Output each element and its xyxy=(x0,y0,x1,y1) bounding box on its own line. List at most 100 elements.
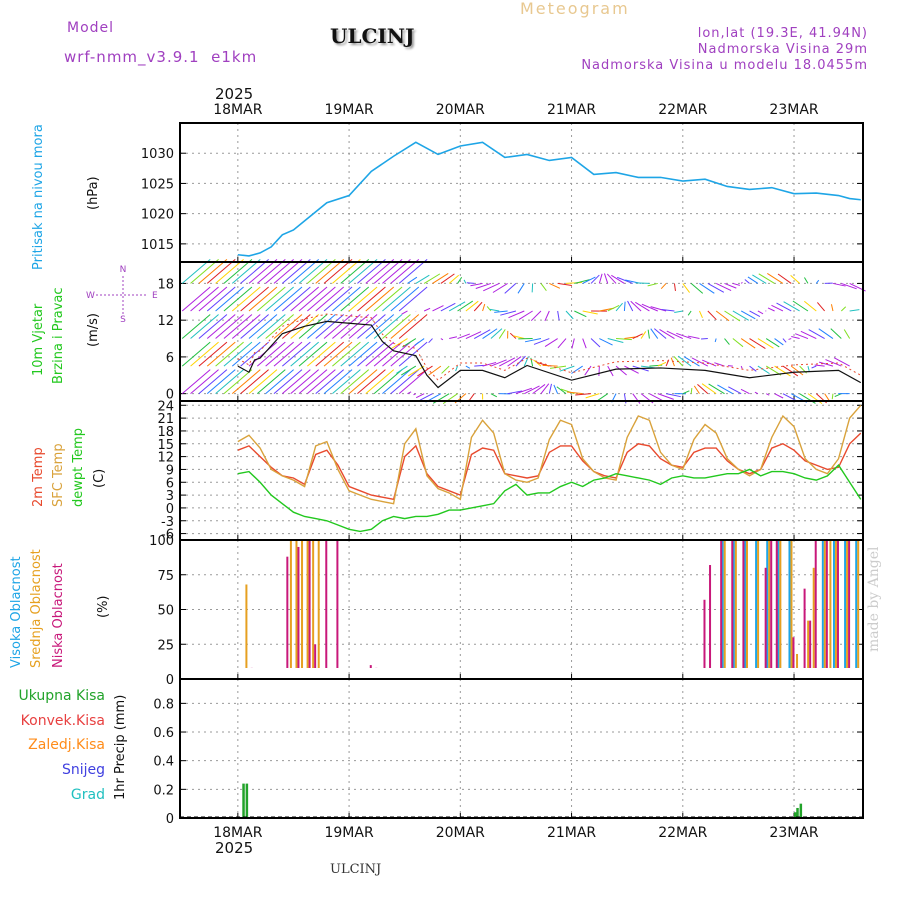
cloud-bar xyxy=(814,540,817,668)
wind-arrow xyxy=(849,309,860,312)
cloud-bar xyxy=(792,637,795,668)
cloud-bar xyxy=(803,588,806,668)
wind-arrow xyxy=(825,359,842,367)
wind-arrow xyxy=(556,386,567,395)
wind-arrow xyxy=(811,365,817,369)
wind-arrow xyxy=(382,286,411,312)
wind-arrow xyxy=(398,369,428,395)
wind-arrow xyxy=(653,328,667,339)
cloud-bar xyxy=(812,567,815,668)
y-tick-label: 6 xyxy=(166,351,174,366)
wind-arrow xyxy=(647,329,650,339)
cloud-bar xyxy=(286,556,289,668)
cloud-bar xyxy=(844,540,847,668)
wind-arrow xyxy=(807,365,810,371)
cloud-bar xyxy=(796,653,799,668)
wind-arrow xyxy=(231,314,261,339)
y-tick-label: 1025 xyxy=(141,177,174,192)
cloud-bar xyxy=(742,540,745,668)
temperature-frame xyxy=(179,400,864,541)
wind-arrow xyxy=(323,286,353,312)
wind-arrow xyxy=(398,341,428,367)
wind-arrow xyxy=(373,369,403,395)
wind-arrow xyxy=(348,259,378,284)
y-tick-label: 18 xyxy=(157,277,174,292)
wind-arrow xyxy=(365,369,395,395)
wind-arrow xyxy=(282,314,311,339)
top-date-label: 21MAR xyxy=(547,102,596,118)
wind-arrow xyxy=(598,273,603,284)
cloud-bar xyxy=(325,540,328,668)
cloud-bar xyxy=(779,540,782,668)
y-tick-label: 1015 xyxy=(141,238,174,253)
wind-arrow xyxy=(457,276,463,284)
wind-arrow xyxy=(332,341,361,367)
wind-arrow xyxy=(494,310,508,313)
wind-arrow xyxy=(455,365,459,372)
cloud-bar xyxy=(314,644,317,668)
wind-arrow xyxy=(323,314,353,339)
wind-arrow xyxy=(282,341,311,367)
wind-arrow xyxy=(475,282,492,289)
wind-arrow xyxy=(724,310,741,322)
temp-series-line xyxy=(237,432,862,501)
wind-arrow xyxy=(457,333,471,340)
wind-arrow xyxy=(198,314,228,339)
wind-arrow xyxy=(783,301,800,312)
wind-speed-line xyxy=(237,320,862,389)
cloud-bar xyxy=(823,540,826,668)
wind-arrow xyxy=(206,341,236,367)
wind-arrow xyxy=(248,369,278,395)
wind-arrow xyxy=(640,331,647,339)
wind-axis-title-1: 10m Vjetar xyxy=(31,303,46,376)
wind-arrow xyxy=(282,259,311,284)
compass-s: S xyxy=(120,315,126,325)
wind-arrow xyxy=(474,364,484,367)
wind-arrow xyxy=(749,338,766,349)
wind-arrow xyxy=(507,390,523,395)
wind-arrow xyxy=(582,310,598,315)
wind-arrow xyxy=(500,310,517,316)
wind-arrow xyxy=(223,341,253,367)
cloud-legend-label: Srednja Oblacnost xyxy=(29,549,44,668)
temp-legend-label: 2m Temp xyxy=(31,447,46,507)
wind-arrow xyxy=(357,286,386,312)
wind-arrow xyxy=(566,391,583,395)
wind-arrow xyxy=(298,286,328,312)
wind-arrow xyxy=(282,369,311,395)
bottom-date-label: 23MAR xyxy=(769,825,818,841)
wind-arrow xyxy=(440,273,455,284)
cloud-bar xyxy=(369,665,372,668)
wind-arrow xyxy=(524,385,540,395)
wind-arrow xyxy=(248,259,278,284)
cloud-bar xyxy=(825,540,828,668)
wind-arrow xyxy=(771,304,784,312)
wind-arrow xyxy=(585,393,600,399)
wind-arrow xyxy=(623,301,626,312)
wind-arrow xyxy=(332,314,361,339)
wind-arrow xyxy=(715,282,732,291)
wind-arrow xyxy=(265,341,294,367)
wind-arrow xyxy=(298,314,328,339)
temp-legend-label: dewpt Temp xyxy=(71,428,86,507)
wind-arrow xyxy=(332,369,361,395)
cloud-bar xyxy=(743,540,746,668)
wind-arrow xyxy=(181,286,211,312)
wind-arrow xyxy=(198,341,228,367)
pressure-frame xyxy=(179,122,864,263)
wind-arrow xyxy=(504,283,517,294)
wind-arrow xyxy=(315,341,345,367)
wind-arrow xyxy=(357,314,386,339)
wind-arrow xyxy=(181,341,211,367)
wind-arrow xyxy=(190,259,219,284)
wind-gust-line xyxy=(237,313,862,381)
wind-arrow xyxy=(584,365,592,376)
precip-frame xyxy=(179,678,864,819)
wind-arrow xyxy=(365,286,395,312)
wind-arrow xyxy=(582,276,596,284)
station-title: ULCINJ xyxy=(330,24,415,48)
y-tick-label: 21 xyxy=(157,412,174,427)
wind-arrow xyxy=(717,384,734,395)
wind-arrow xyxy=(682,390,690,395)
wind-arrow xyxy=(740,338,756,349)
